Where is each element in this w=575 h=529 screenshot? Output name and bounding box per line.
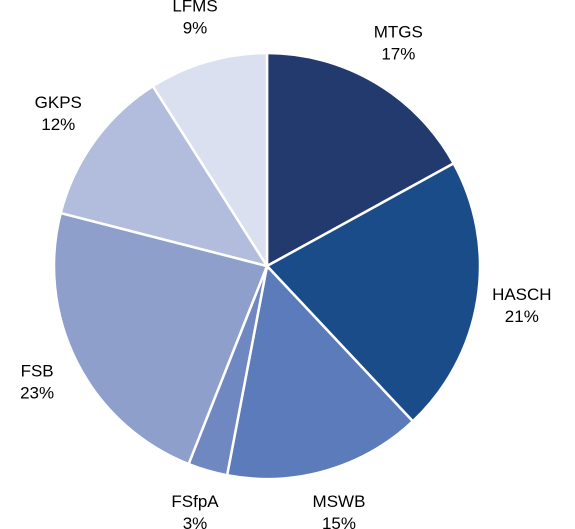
slice-value-label: 17%: [381, 44, 415, 63]
slice-label: MSWB: [313, 492, 366, 511]
pie-slice: [225, 263, 415, 481]
slice-value-label: 12%: [41, 115, 75, 134]
pie-slice: [59, 84, 270, 268]
pie-slice: [265, 51, 456, 269]
slice-value-label: 21%: [505, 307, 539, 326]
slice-value-label: 3%: [183, 514, 208, 529]
slice-label: LFMS: [172, 0, 217, 16]
pie-slice: [52, 211, 269, 466]
slice-label: FSfpA: [171, 492, 219, 511]
slice-label: FSB: [21, 362, 54, 381]
slice-value-label: 23%: [20, 384, 54, 403]
slice-value-label: 15%: [322, 514, 356, 529]
pie-slice: [151, 51, 269, 271]
pie-slice: [264, 161, 482, 424]
slice-value-label: 9%: [183, 19, 208, 38]
slice-label: GKPS: [35, 93, 82, 112]
slice-label: MTGS: [374, 22, 423, 41]
slice-label: HASCH: [492, 285, 552, 304]
